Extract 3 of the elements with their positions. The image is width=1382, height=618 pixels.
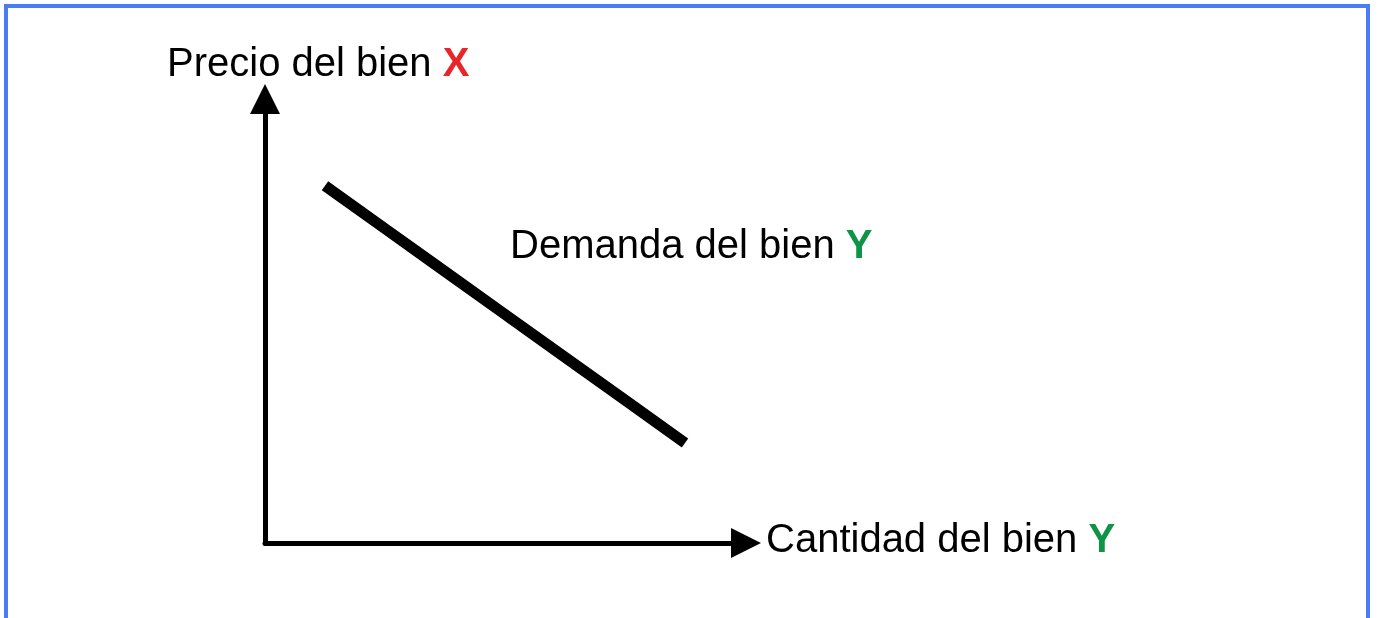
x-axis-title: Cantidad del bien Y [766,516,1116,560]
series-label: Demanda del bien Y [510,222,873,266]
y-axis-title: Precio del bien X [167,40,470,84]
